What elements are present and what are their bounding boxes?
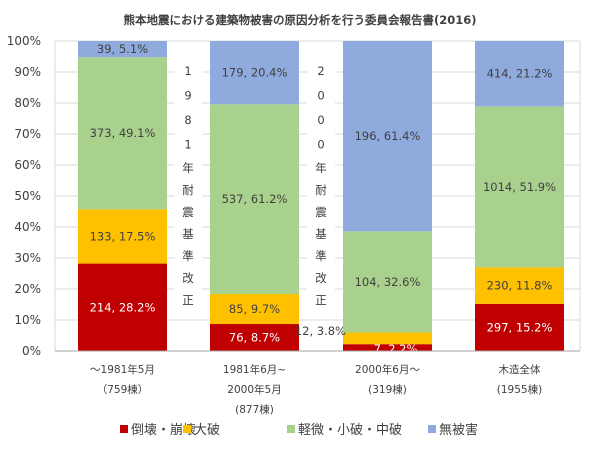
annotation-2000-standard-revision: 2000年耐震基準改正	[314, 64, 328, 316]
bar-segment	[475, 106, 564, 268]
bar-segment	[78, 41, 167, 58]
data-label: 1014, 51.9%	[483, 180, 556, 194]
legend-swatch	[120, 425, 128, 433]
legend-swatch	[287, 425, 295, 433]
bar-segment	[343, 41, 432, 232]
legend-label: 倒壊・崩壊	[131, 423, 196, 438]
y-tick-label: 50%	[14, 189, 41, 203]
bar-segment	[475, 41, 564, 107]
data-label: 214, 28.2%	[90, 300, 156, 314]
x-category-label: 2000年5月	[227, 383, 281, 396]
bar-segment	[78, 209, 167, 264]
y-tick-label: 30%	[14, 251, 41, 265]
x-category-label: ～1981年5月	[90, 363, 155, 376]
data-label: 373, 49.1%	[90, 126, 156, 140]
x-category-label: (319棟)	[368, 383, 407, 396]
bar-segment	[343, 332, 432, 345]
bar-segment	[475, 303, 564, 351]
data-label: 230, 11.8%	[487, 279, 553, 293]
bar-segment	[343, 231, 432, 333]
x-category-label: 木造全体	[499, 363, 541, 376]
legend-swatch	[428, 425, 436, 433]
y-tick-label: 90%	[14, 65, 41, 79]
bar-segment	[78, 263, 167, 351]
legend-swatch	[183, 425, 191, 433]
bar-segment	[210, 293, 299, 325]
chart-title: 熊本地震における建築物被害の原因分析を行う委員会報告書(2016)	[123, 13, 476, 27]
bar-segment	[210, 41, 299, 105]
data-label: 85, 9.7%	[229, 302, 280, 316]
annotation-1981-standard-revision: 1981年耐震基準改正	[181, 64, 195, 316]
bars: 214, 28.2% 133, 17.5% 373, 49.1% 39, 5.1% 76…	[78, 41, 564, 356]
data-label: 179, 20.4%	[222, 66, 288, 80]
legend-label: 無被害	[439, 422, 478, 438]
x-category-label: (877棟)	[235, 403, 274, 416]
bar-segment	[78, 57, 167, 210]
y-tick-label: 40%	[14, 220, 41, 234]
data-label: 39, 5.1%	[97, 42, 148, 56]
data-label: 196, 61.4%	[355, 129, 421, 143]
axes: 0% 10% 20% 30% 40% 50% 60% 70% 80% 90% 100% ～1981年5…	[7, 34, 581, 416]
x-category-label: (1955棟)	[497, 383, 542, 396]
data-label: 133, 17.5%	[90, 229, 156, 243]
bar-segment	[210, 324, 299, 351]
bar-segment	[475, 267, 564, 304]
x-category-label: 2000年6月～	[355, 363, 420, 376]
legend-label: 軽微・小破・中破	[298, 423, 402, 438]
y-tick-label: 80%	[14, 96, 41, 110]
legend-label: 大破	[194, 423, 220, 438]
x-category-label: 1981年6月~	[223, 363, 286, 376]
data-label: 12, 3.8%	[295, 324, 346, 338]
annotation-backgrounds	[174, 60, 335, 305]
data-label: 297, 15.2%	[487, 320, 553, 334]
x-category-label: （759棟）	[97, 383, 149, 396]
data-label: 537, 61.2%	[222, 192, 288, 206]
y-tick-label: 60%	[14, 158, 41, 172]
data-label: 7, 2.2%	[374, 342, 418, 356]
y-tick-label: 20%	[14, 282, 41, 296]
data-label: 76, 8.7%	[229, 331, 280, 345]
y-tick-label: 100%	[7, 34, 41, 48]
y-tick-label: 10%	[14, 313, 41, 327]
y-tick-label: 70%	[14, 127, 41, 141]
data-label: 414, 21.2%	[487, 67, 553, 81]
bar-segment	[210, 104, 299, 294]
data-label: 104, 32.6%	[355, 275, 421, 289]
y-tick-label: 0%	[22, 344, 41, 358]
annotation-background	[174, 60, 203, 305]
bar-segment	[343, 344, 432, 351]
annotation-background	[307, 60, 335, 305]
